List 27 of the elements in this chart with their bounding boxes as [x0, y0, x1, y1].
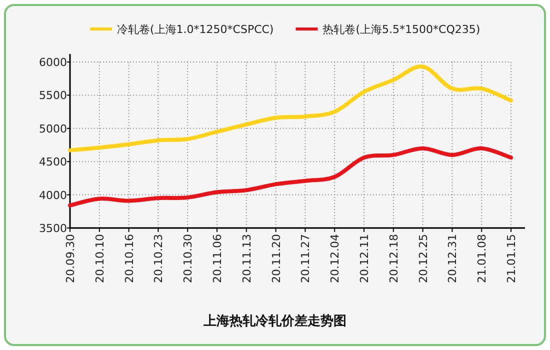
x-tick-label: 20.12.31	[446, 234, 460, 283]
x-tick-label: 20.10.16	[122, 234, 136, 283]
x-tick-label: 21.01.08	[476, 234, 489, 283]
x-tick-label: 20.12.11	[358, 234, 371, 283]
x-tick-label: 20.10.10	[93, 234, 106, 283]
x-tick-label: 20.11.20	[270, 234, 283, 283]
legend-label: 热轧卷(上海5.5*1500*CQ235)	[322, 23, 480, 36]
x-tick-label: 20.11.06	[211, 234, 224, 283]
y-tick-label: 5000	[39, 122, 67, 136]
x-tick-label: 20.10.30	[182, 234, 195, 283]
legend-label: 冷轧卷(上海1.0*1250*CSPCC)	[117, 23, 274, 36]
line-series	[68, 146, 513, 208]
y-tick-label: 4000	[39, 188, 67, 202]
line-series	[68, 64, 513, 152]
x-tick-label: 20.12.25	[416, 234, 430, 283]
y-tick-label: 4500	[39, 156, 67, 169]
y-tick-label: 6000	[39, 56, 67, 69]
x-tick-label: 20.09.30	[64, 234, 77, 283]
x-tick-label: 21.01.15	[505, 234, 518, 283]
text: 上海热轧冷轧价差走势图	[202, 313, 346, 329]
y-tick-label: 3500	[39, 222, 67, 235]
x-tick-label: 20.12.18	[387, 234, 400, 283]
x-tick-label: 20.11.27	[299, 234, 312, 283]
x-tick-label: 20.10.23	[152, 234, 166, 283]
x-tick-label: 20.12.04	[328, 234, 342, 283]
y-tick-label: 5500	[39, 89, 67, 102]
x-tick-label: 20.11.13	[240, 234, 254, 283]
